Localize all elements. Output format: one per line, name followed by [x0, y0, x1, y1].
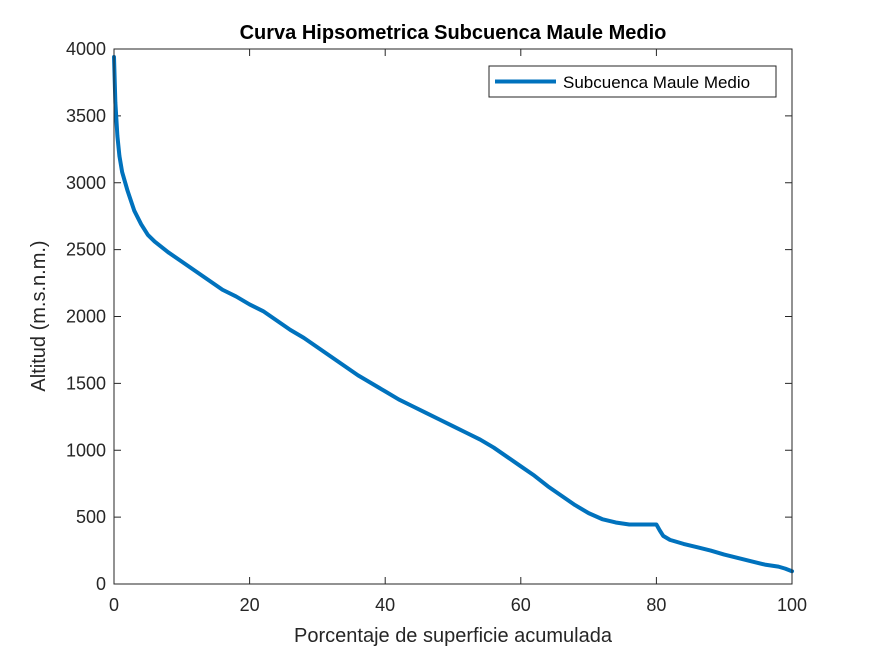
y-tick-label: 500: [76, 507, 106, 527]
y-tick-label: 2000: [66, 307, 106, 327]
x-tick-label: 40: [375, 595, 395, 615]
y-tick-label: 3500: [66, 106, 106, 126]
chart-title: Curva Hipsometrica Subcuenca Maule Medio: [240, 22, 667, 44]
x-tick-label: 0: [109, 595, 119, 615]
y-tick-label: 0: [96, 574, 106, 594]
x-tick-label: 60: [511, 595, 531, 615]
plot-frame: [113, 48, 793, 585]
series-line: [112, 55, 794, 574]
y-tick-label: 3000: [66, 173, 106, 193]
axis-ticks: 0 20 40 60 80 1000500100015002000250030003500…: [66, 39, 807, 615]
x-tick-label: 80: [646, 595, 666, 615]
x-tick-label: 100: [777, 595, 807, 615]
y-tick-label: 1500: [66, 373, 106, 393]
x-tick-label: 20: [240, 595, 260, 615]
legend: Subcuenca Maule Medio: [488, 65, 777, 98]
legend-label: Subcuenca Maule Medio: [563, 73, 750, 92]
plot-area: [114, 49, 792, 584]
x-axis-label: Porcentaje de superficie acumulada: [294, 625, 613, 647]
y-axis-label: Altitud (m.s.n.m.): [28, 240, 50, 391]
y-tick-label: 1000: [66, 440, 106, 460]
series-layer: [112, 55, 794, 574]
y-tick-label: 2500: [66, 240, 106, 260]
y-tick-label: 4000: [66, 39, 106, 59]
